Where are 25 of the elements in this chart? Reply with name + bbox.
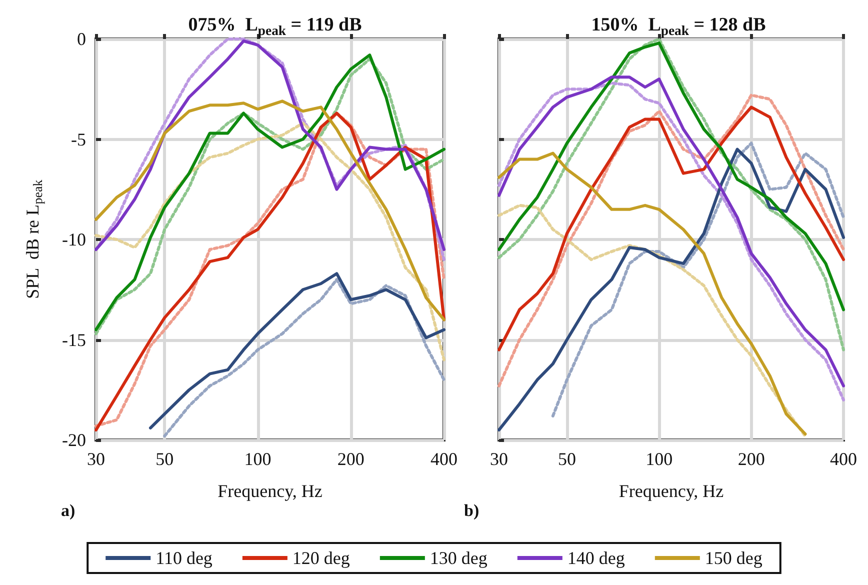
text: a): [61, 501, 76, 520]
y-tick-label: 0: [77, 29, 86, 49]
legend-label: 120 deg: [292, 548, 350, 568]
x-tick-label: 200: [738, 449, 765, 469]
y-axis-title: SPL dB re Lpeak: [22, 179, 45, 299]
x-tick-label: 100: [244, 449, 272, 469]
x-tick-label: 30: [87, 449, 105, 469]
x-axis-title: Frequency, Hz: [618, 481, 724, 501]
x-tick-label: 400: [830, 449, 857, 469]
x-axis-title: Frequency, Hz: [218, 481, 322, 501]
y-tick-label: -10: [62, 230, 86, 250]
x-tick-label: 200: [337, 449, 364, 469]
legend-label: 110 deg: [156, 548, 212, 568]
text: b): [464, 501, 480, 520]
y-tick-label: -20: [62, 430, 86, 450]
legend-label: 140 deg: [567, 548, 625, 568]
x-tick-label: 400: [430, 449, 458, 469]
x-tick-label: 30: [490, 449, 508, 469]
y-tick-label: -15: [62, 330, 86, 350]
x-tick-label: 50: [558, 449, 576, 469]
legend-label: 150 deg: [704, 548, 762, 568]
x-tick-label: 50: [156, 449, 174, 469]
x-tick-label: 100: [646, 449, 673, 469]
legend-label: 130 deg: [430, 548, 488, 568]
y-tick-label: -5: [71, 129, 86, 150]
